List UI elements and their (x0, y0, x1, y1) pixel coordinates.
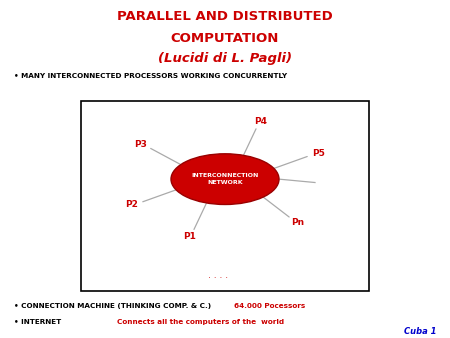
Text: P3: P3 (134, 140, 147, 149)
Text: • CONNECTION MACHINE (THINKING COMP. & C.): • CONNECTION MACHINE (THINKING COMP. & C… (14, 303, 211, 309)
Text: . . . .: . . . . (208, 271, 228, 280)
Text: P5: P5 (312, 149, 325, 158)
Text: PARALLEL AND DISTRIBUTED: PARALLEL AND DISTRIBUTED (117, 10, 333, 23)
Text: (Lucidi di L. Pagli): (Lucidi di L. Pagli) (158, 52, 292, 65)
Text: Cuba 1: Cuba 1 (404, 327, 436, 336)
FancyBboxPatch shape (81, 101, 369, 291)
Ellipse shape (171, 154, 279, 204)
Text: • MANY INTERCONNECTED PROCESSORS WORKING CONCURRENTLY: • MANY INTERCONNECTED PROCESSORS WORKING… (14, 73, 287, 79)
Text: Connects all the computers of the  world: Connects all the computers of the world (117, 319, 284, 325)
Text: INTERCONNECTION
NETWORK: INTERCONNECTION NETWORK (191, 173, 259, 185)
Text: Pn: Pn (292, 218, 305, 227)
Text: P2: P2 (125, 200, 138, 210)
Text: 64.000 Pocessors: 64.000 Pocessors (234, 303, 305, 309)
Text: COMPUTATION: COMPUTATION (171, 32, 279, 45)
Text: P4: P4 (254, 117, 267, 126)
Text: • INTERNET: • INTERNET (14, 319, 61, 325)
Text: P1: P1 (183, 232, 196, 241)
